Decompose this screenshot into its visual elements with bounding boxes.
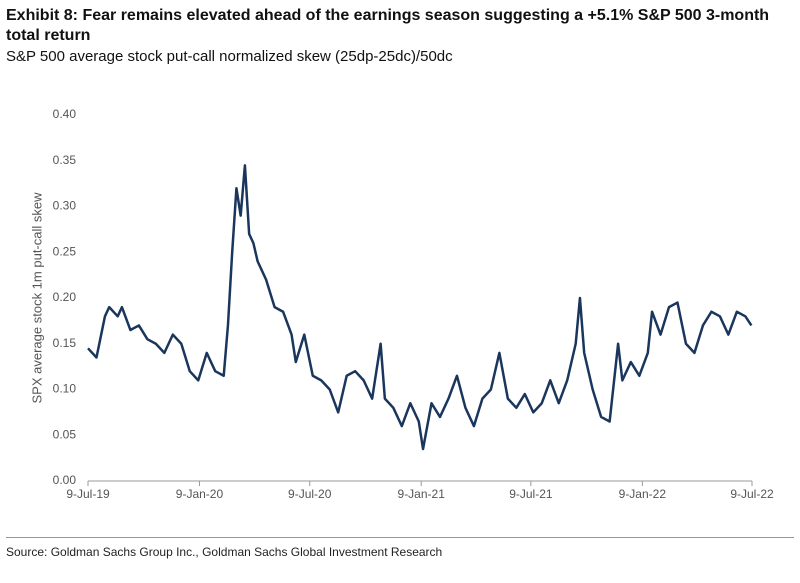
x-tick-label: 9-Jul-19 <box>66 487 110 501</box>
x-tick-label: 9-Jul-22 <box>730 487 774 501</box>
x-tick-label: 9-Jan-21 <box>398 487 446 501</box>
y-tick-label: 0.20 <box>53 290 77 304</box>
line-series <box>87 164 753 451</box>
divider <box>6 537 794 538</box>
y-tick-label: 0.10 <box>53 382 77 396</box>
y-tick-label: 0.30 <box>53 199 77 213</box>
y-tick-label: 0.35 <box>53 153 77 167</box>
y-tick-label: 0.25 <box>53 244 77 258</box>
y-tick-label: 0.40 <box>53 107 77 121</box>
y-tick-label: 0.05 <box>53 427 77 441</box>
source: Source: Goldman Sachs Group Inc., Goldma… <box>6 545 443 559</box>
y-axis-label: SPX average stock 1m put-call skew <box>29 192 44 404</box>
x-tick-label: 9-Jan-22 <box>619 487 667 501</box>
y-tick-label: 0.00 <box>53 473 77 487</box>
chart-title: Exhibit 8: Fear remains elevated ahead o… <box>6 7 770 44</box>
x-tick-label: 9-Jul-20 <box>288 487 332 501</box>
y-tick-label: 0.15 <box>53 336 77 350</box>
chart-subtitle: S&P 500 average stock put-call normalize… <box>6 48 453 65</box>
x-tick-label: 9-Jan-20 <box>176 487 224 501</box>
x-tick-label: 9-Jul-21 <box>509 487 553 501</box>
